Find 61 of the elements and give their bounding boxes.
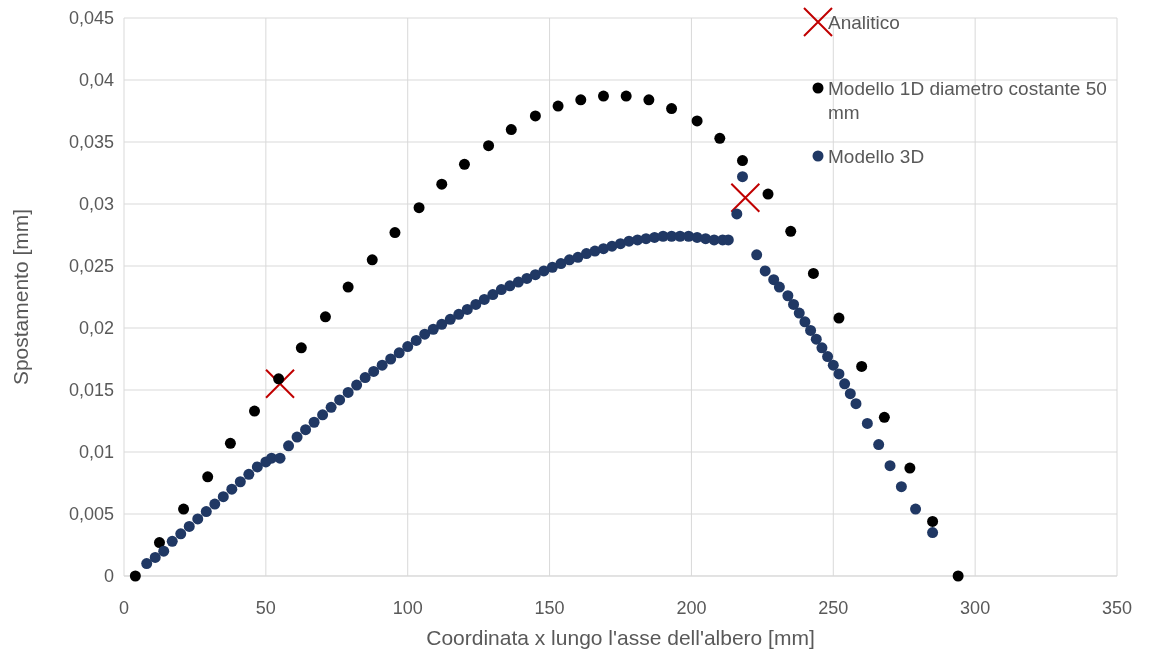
y-tick-label: 0,03 [78, 194, 114, 215]
point [265, 368, 296, 399]
x-tick-label: 300 [960, 598, 991, 618]
point [785, 225, 797, 237]
point [505, 124, 517, 136]
legend-label: Modello 1D diametro costante 50 mm [828, 77, 1107, 124]
point [202, 471, 214, 483]
x-tick-label: 0 [118, 598, 130, 618]
x-tick-label: 200 [676, 598, 707, 618]
point [762, 188, 774, 200]
point [952, 570, 964, 582]
point [833, 312, 845, 324]
legend-label: Modello 3D [828, 145, 925, 167]
point [178, 503, 190, 515]
point [529, 110, 541, 122]
point [643, 94, 655, 106]
point [389, 227, 401, 239]
y-tick-label: 0,02 [78, 318, 114, 339]
point [666, 103, 678, 115]
point [737, 155, 748, 167]
point [319, 311, 331, 323]
legend-label: Analitico [828, 11, 900, 33]
y-tick-label: 0 [103, 566, 114, 587]
point [273, 373, 285, 385]
point [691, 115, 703, 127]
y-tick-label: 0,01 [78, 442, 114, 463]
x-tick-label: 50 [255, 598, 276, 618]
point [249, 405, 261, 417]
y-tick-label: 0,005 [68, 504, 114, 525]
point [927, 515, 939, 527]
point [458, 158, 470, 170]
y-axis-title: Spostamento [mm] [9, 208, 32, 386]
point [620, 90, 632, 102]
y-tick-label: 0,04 [78, 70, 114, 91]
point [342, 281, 354, 293]
x-tick-label: 150 [534, 598, 565, 618]
point [878, 411, 890, 423]
point [807, 267, 819, 279]
point [224, 437, 236, 449]
point [436, 178, 448, 190]
point [366, 254, 378, 266]
point [552, 100, 564, 112]
y-tick-label: 0,035 [68, 132, 114, 153]
point [730, 182, 761, 213]
point [129, 570, 141, 582]
point [597, 90, 609, 102]
point [575, 94, 587, 106]
x-tick-label: 350 [1101, 598, 1133, 618]
x-axis-title: Coordinata x lungo l'asse dell'albero [mm] [426, 626, 815, 649]
point [153, 537, 165, 549]
y-tick-label: 0,015 [68, 380, 114, 401]
x-tick-label: 100 [392, 598, 423, 618]
point [714, 132, 726, 144]
y-tick-label: 0,045 [68, 8, 114, 29]
point [904, 462, 916, 474]
point [413, 202, 425, 214]
y-tick-label: 0,025 [68, 256, 114, 277]
point [483, 140, 495, 152]
point [856, 360, 868, 372]
x-tick-label: 250 [818, 598, 849, 618]
point [295, 342, 307, 354]
